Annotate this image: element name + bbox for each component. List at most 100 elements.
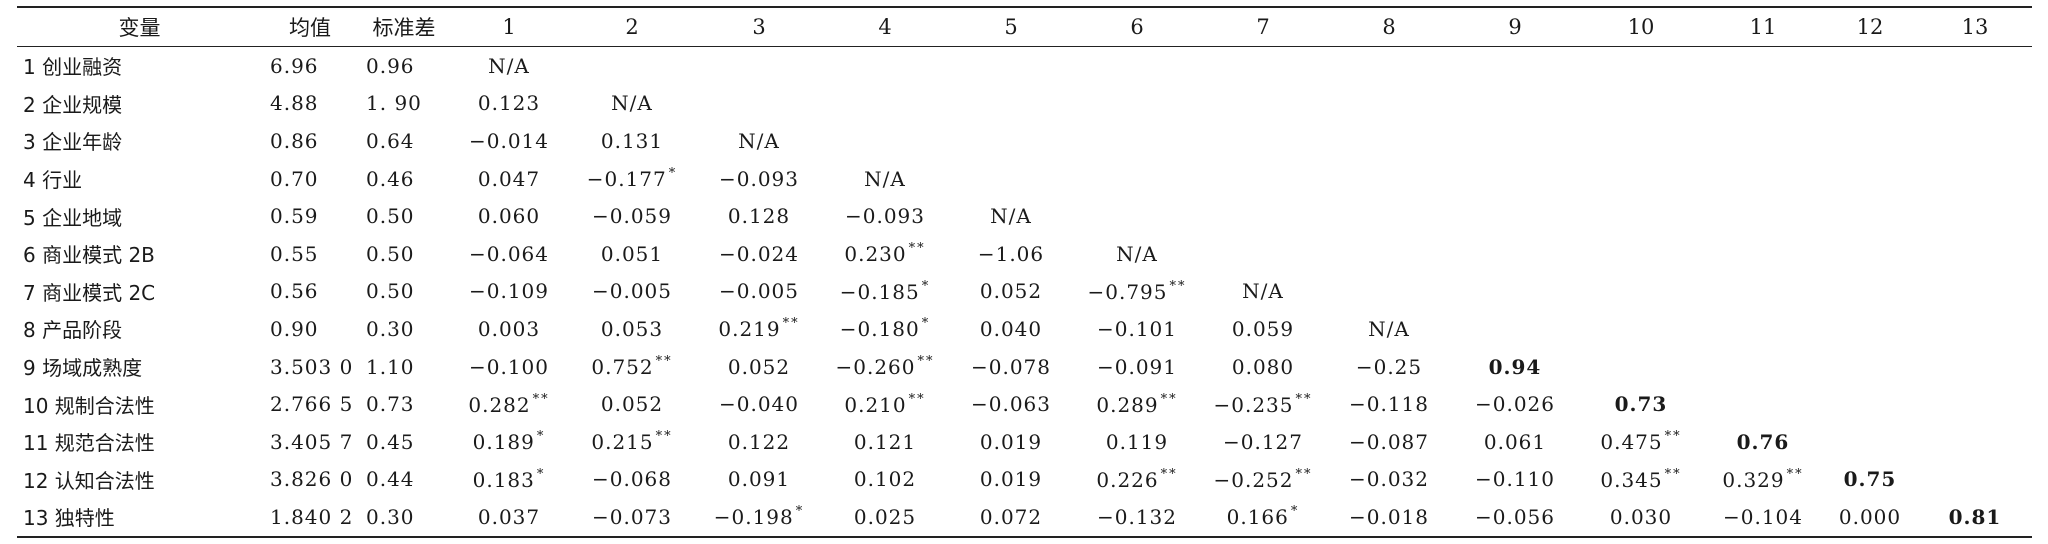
significance-marker: *: [795, 504, 805, 520]
correlation-cell: −0.127: [1200, 423, 1326, 461]
correlation-cell: −0.040: [696, 385, 822, 423]
correlation-cell: −0.026: [1452, 385, 1578, 423]
correlation-cell: [1918, 461, 2032, 499]
correlation-cell: 0.282 **: [450, 385, 568, 423]
mean-value: 0.59: [270, 204, 319, 229]
correlation-cell: [948, 160, 1074, 198]
correlation-cell: 0.047: [450, 160, 568, 198]
correlation-cell: [1578, 348, 1704, 386]
correlation-cell: [1918, 122, 2032, 160]
correlation-cell: [1578, 273, 1704, 311]
mean-value: 0.56: [270, 279, 319, 304]
correlation-cell: −0.101: [1074, 310, 1200, 348]
correlation-cell: [1578, 160, 1704, 198]
correlation-cell: 0.052: [948, 273, 1074, 311]
correlation-value: −0.260: [835, 355, 916, 380]
correlation-cell: [1074, 85, 1200, 123]
correlation-value: N/A: [864, 166, 906, 191]
correlation-cell: [1822, 273, 1918, 311]
correlation-cell: −0.093: [822, 197, 948, 235]
correlation-cell: [1918, 310, 2032, 348]
correlation-cell: [1704, 348, 1822, 386]
table-row: 12 认知合法性 3.826 0 0.44 0.183 * −0.068 0.091 0.10…: [17, 461, 2032, 499]
correlation-cell: [1822, 160, 1918, 198]
column-header: 2: [568, 6, 696, 47]
correlation-value: −0.059: [591, 204, 672, 229]
correlation-cell: [822, 122, 948, 160]
correlation-cell: [1704, 273, 1822, 311]
significance-marker: **: [1160, 466, 1178, 482]
correlation-cell: [1074, 197, 1200, 235]
correlation-cell: 0.030: [1578, 498, 1704, 538]
variable-name: 9 场域成熟度: [23, 356, 143, 381]
correlation-value: 0.166: [1226, 505, 1289, 530]
correlation-cell: [1918, 423, 2032, 461]
correlation-value: 0.052: [727, 354, 791, 379]
table-row: 13 独特性 1.840 2 0.30 0.037 −0.073 −0.198 * 0.025…: [17, 498, 2032, 538]
correlation-value: 0.210: [844, 392, 907, 417]
correlation-cell: 0.752 **: [568, 348, 696, 386]
correlation-cell: 0.183 *: [450, 461, 568, 499]
correlation-cell: 0.329 **: [1704, 461, 1822, 499]
significance-marker: *: [1290, 504, 1300, 520]
significance-marker: **: [1664, 466, 1682, 482]
correlation-cell: 0.019: [948, 461, 1074, 499]
correlation-value: 0.329: [1722, 467, 1785, 492]
mean-value: 3.826 0: [270, 467, 354, 492]
correlation-cell: 0.119: [1074, 423, 1200, 461]
sd-value: 0.64: [366, 128, 415, 153]
correlation-cell: 0.053: [568, 310, 696, 348]
correlation-cell: [1918, 348, 2032, 386]
correlation-value: 0.003: [477, 316, 541, 341]
correlation-cell: 0.219 **: [696, 310, 822, 348]
correlation-value: 0.475: [1600, 430, 1663, 455]
significance-marker: **: [532, 391, 550, 407]
mean-value: 4.88: [270, 91, 319, 116]
correlation-value: −0.132: [1096, 504, 1177, 529]
correlation-cell: [1822, 423, 1918, 461]
column-header: 4: [822, 6, 948, 47]
correlation-value: −0.068: [591, 467, 672, 492]
correlation-value: 0.019: [979, 429, 1043, 454]
correlation-cell: [1822, 235, 1918, 273]
correlation-cell: [1704, 160, 1822, 198]
correlation-cell: 0.102: [822, 461, 948, 499]
correlation-cell: [568, 47, 696, 85]
correlation-value: 0.119: [1105, 429, 1169, 454]
column-header: 3: [696, 6, 822, 47]
correlation-cell: −0.260 **: [822, 348, 948, 386]
correlation-cell: [1918, 160, 2032, 198]
correlation-cell: 0.072: [948, 498, 1074, 538]
column-header: 6: [1074, 6, 1200, 47]
correlation-value: 0.047: [477, 166, 541, 191]
correlation-cell: [1578, 235, 1704, 273]
table-row: 1 创业融资 6.96 0.96 N/A: [17, 47, 2032, 85]
significance-marker: **: [908, 391, 926, 407]
column-header: 11: [1704, 6, 1822, 47]
significance-marker: **: [1786, 466, 1804, 482]
sd-value: 0.46: [366, 166, 415, 191]
correlation-cell: [948, 85, 1074, 123]
mean-value: 3.503 0: [270, 354, 354, 379]
correlation-value: −0.032: [1348, 467, 1429, 492]
correlation-cell: [1822, 197, 1918, 235]
correlation-value: −0.014: [468, 128, 549, 153]
correlation-cell: N/A: [568, 85, 696, 123]
correlation-value: N/A: [1242, 279, 1284, 304]
correlation-cell: −0.198 *: [696, 498, 822, 538]
correlation-cell: [822, 85, 948, 123]
correlation-cell: −0.177 *: [568, 160, 696, 198]
correlation-value: −0.073: [591, 504, 672, 529]
correlation-cell: −0.032: [1326, 461, 1452, 499]
mean-value: 0.70: [270, 166, 319, 191]
correlation-cell: 0.091: [696, 461, 822, 499]
correlation-cell: N/A: [1200, 273, 1326, 311]
significance-marker: *: [921, 316, 931, 332]
correlation-cell: [1452, 310, 1578, 348]
correlation-value: −0.093: [844, 204, 925, 229]
correlation-cell: −0.068: [568, 461, 696, 499]
correlation-cell: [1452, 197, 1578, 235]
correlation-cell: −0.185 *: [822, 273, 948, 311]
correlation-value: −0.185: [839, 279, 920, 304]
correlation-cell: 0.131: [568, 122, 696, 160]
